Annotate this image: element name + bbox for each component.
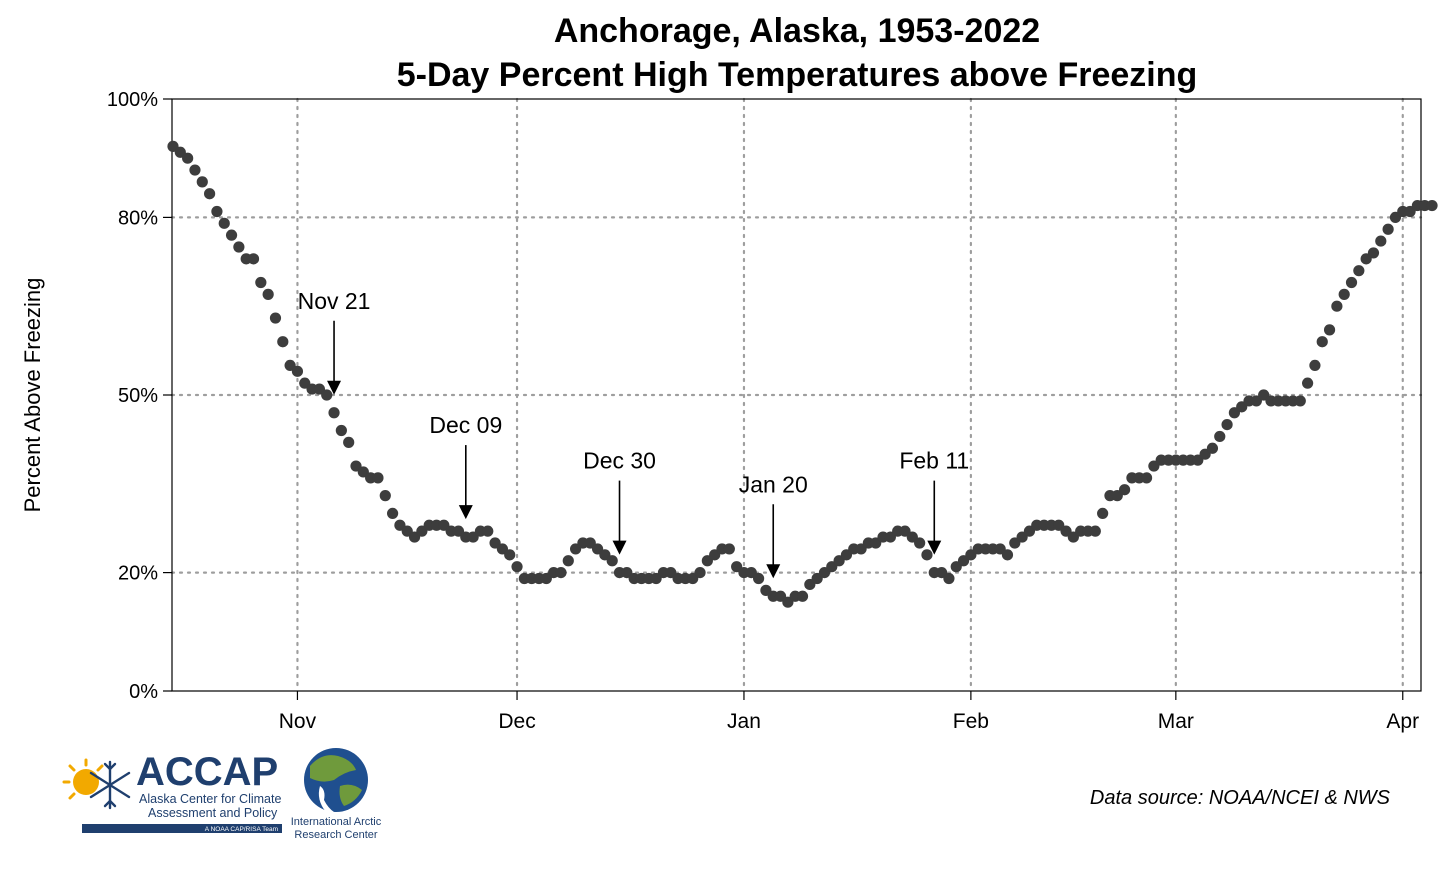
data-point bbox=[233, 241, 245, 253]
data-point bbox=[255, 276, 267, 289]
sun-snowflake-icon bbox=[62, 758, 131, 810]
accap-line1: Alaska Center for Climate bbox=[139, 792, 281, 806]
x-tick-label: Mar bbox=[1158, 710, 1194, 733]
data-point bbox=[1089, 525, 1101, 537]
data-point bbox=[1331, 300, 1343, 312]
y-tick-label: 20% bbox=[118, 563, 158, 585]
plot-frame bbox=[171, 98, 1422, 692]
x-tick-label: Dec bbox=[498, 710, 535, 733]
y-axis-label: Percent Above Freezing bbox=[20, 278, 45, 513]
data-point bbox=[189, 164, 201, 176]
data-point bbox=[343, 436, 355, 448]
data-point bbox=[204, 188, 216, 200]
data-point bbox=[262, 288, 274, 300]
annotation-label: Nov 21 bbox=[298, 288, 371, 314]
data-point bbox=[1294, 395, 1306, 407]
data-point bbox=[387, 507, 399, 519]
y-tick-labels: 0% 20% 50% 80% 100% bbox=[107, 89, 158, 703]
annotation-arrowhead bbox=[927, 540, 942, 555]
data-point bbox=[943, 572, 955, 585]
annotation-arrowhead bbox=[327, 380, 342, 395]
annotation-label: Jan 20 bbox=[739, 471, 808, 497]
accap-line2: Assessment and Policy bbox=[148, 806, 278, 820]
axes bbox=[163, 98, 1422, 700]
data-point bbox=[247, 253, 260, 265]
y-tick-label: 100% bbox=[107, 89, 158, 111]
data-point bbox=[511, 561, 523, 573]
data-point bbox=[555, 567, 567, 579]
data-point bbox=[1214, 430, 1226, 443]
x-tick-label: Jan bbox=[727, 710, 761, 733]
data-point bbox=[277, 336, 289, 348]
data-point bbox=[606, 555, 618, 567]
x-tick-labels: Nov Dec Jan Feb Mar Apr bbox=[279, 710, 1419, 733]
data-point bbox=[1001, 549, 1014, 561]
data-point bbox=[504, 549, 516, 561]
y-tick-label: 80% bbox=[118, 207, 158, 229]
data-point bbox=[1375, 235, 1387, 247]
data-point bbox=[372, 472, 384, 484]
data-point bbox=[1323, 324, 1336, 336]
data-point bbox=[914, 537, 926, 549]
accap-logo: ACCAP Alaska Center for Climate Assessme… bbox=[62, 750, 282, 833]
data-point bbox=[335, 424, 347, 437]
annotation-arrowhead bbox=[766, 564, 781, 579]
data-point bbox=[921, 549, 933, 561]
annotation-arrowhead bbox=[458, 505, 473, 520]
data-point bbox=[269, 312, 282, 324]
data-point bbox=[1345, 276, 1358, 289]
data-point bbox=[1097, 507, 1109, 519]
data-point bbox=[1338, 288, 1350, 300]
data-point bbox=[196, 176, 208, 188]
annotation-arrowhead bbox=[612, 540, 627, 555]
data-point bbox=[482, 525, 494, 537]
y-tick-label: 50% bbox=[118, 385, 158, 407]
data-point bbox=[1206, 442, 1219, 454]
data-source-note: Data source: NOAA/NCEI & NWS bbox=[1090, 787, 1391, 809]
data-point bbox=[1140, 472, 1153, 484]
data-point bbox=[562, 555, 574, 567]
data-point bbox=[1367, 247, 1380, 259]
data-point bbox=[211, 205, 223, 218]
data-point bbox=[328, 407, 340, 419]
data-point bbox=[694, 567, 706, 579]
gridlines bbox=[170, 97, 1423, 693]
accap-tagline: A NOAA CAP/RISA Team bbox=[205, 826, 278, 833]
y-tick-label: 0% bbox=[129, 681, 158, 703]
data-point bbox=[723, 543, 735, 555]
data-point bbox=[1353, 265, 1365, 277]
data-point bbox=[753, 572, 765, 585]
data-point bbox=[218, 217, 230, 229]
annotation-label: Dec 30 bbox=[583, 448, 656, 474]
data-point bbox=[796, 590, 809, 602]
annotations: Nov 21 Dec 09 Dec 30 Jan 20 Feb 11 bbox=[298, 288, 969, 579]
chart-subtitle: 5-Day Percent High Temperatures above Fr… bbox=[397, 56, 1198, 94]
data-point bbox=[321, 389, 333, 401]
chart-title: Anchorage, Alaska, 1953-2022 bbox=[554, 12, 1040, 50]
annotation-label: Dec 09 bbox=[429, 412, 502, 438]
x-tick-label: Feb bbox=[953, 710, 989, 733]
data-point bbox=[225, 229, 238, 241]
data-point bbox=[1302, 377, 1314, 389]
data-point bbox=[182, 152, 194, 164]
iarc-line1: International Arctic bbox=[291, 816, 382, 828]
x-tick-label: Nov bbox=[279, 710, 317, 733]
data-point bbox=[1309, 359, 1321, 371]
data-points bbox=[167, 140, 1438, 608]
data-point bbox=[291, 365, 304, 377]
accap-name: ACCAP bbox=[136, 750, 278, 794]
iarc-line2: Research Center bbox=[294, 829, 377, 841]
data-point bbox=[1426, 199, 1438, 212]
iarc-logo: International Arctic Research Center bbox=[291, 748, 382, 841]
data-point bbox=[1316, 336, 1328, 348]
data-point bbox=[1119, 484, 1131, 496]
data-point bbox=[379, 490, 391, 502]
data-point bbox=[1221, 419, 1233, 431]
globe-icon bbox=[304, 748, 368, 812]
data-point bbox=[1382, 223, 1394, 235]
annotation-label: Feb 11 bbox=[899, 448, 969, 474]
x-tick-label: Apr bbox=[1386, 710, 1419, 733]
